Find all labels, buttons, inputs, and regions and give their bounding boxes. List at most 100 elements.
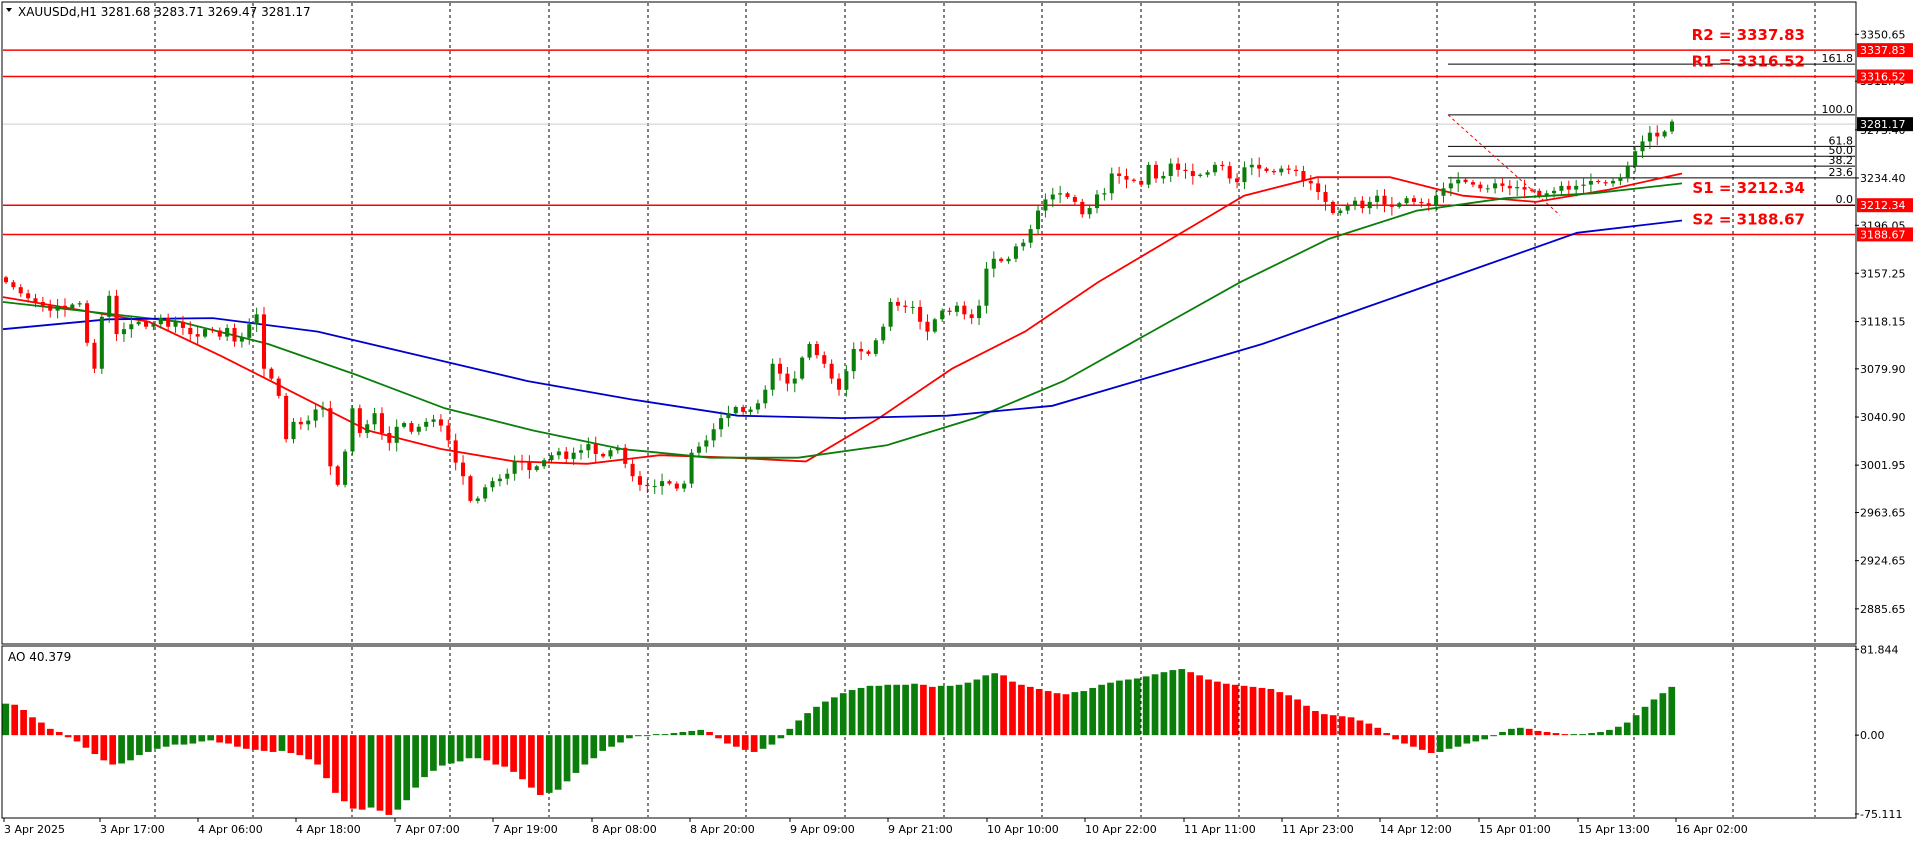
candle[interactable] xyxy=(682,480,687,493)
candle[interactable] xyxy=(1544,190,1549,200)
candle[interactable] xyxy=(298,417,303,430)
candle[interactable] xyxy=(1618,173,1623,186)
candle[interactable] xyxy=(512,455,517,481)
candle[interactable] xyxy=(107,290,112,323)
candle[interactable] xyxy=(387,426,392,451)
candle[interactable] xyxy=(225,324,230,341)
candle[interactable] xyxy=(814,341,819,359)
candle[interactable] xyxy=(343,449,348,488)
candle[interactable] xyxy=(652,479,657,494)
candle[interactable] xyxy=(1470,179,1475,188)
candle[interactable] xyxy=(239,332,244,348)
candle[interactable] xyxy=(977,299,982,325)
candle[interactable] xyxy=(1146,161,1151,189)
candle[interactable] xyxy=(991,251,996,278)
candle[interactable] xyxy=(770,358,775,396)
candle[interactable] xyxy=(77,301,82,308)
candle[interactable] xyxy=(306,415,311,431)
candle[interactable] xyxy=(1640,135,1645,159)
candle[interactable] xyxy=(1559,181,1564,196)
candle[interactable] xyxy=(461,455,466,485)
candle[interactable] xyxy=(1286,164,1291,175)
candle[interactable] xyxy=(1117,166,1122,184)
candle[interactable] xyxy=(969,309,974,325)
candle[interactable] xyxy=(1220,161,1225,171)
candle[interactable] xyxy=(1448,176,1453,197)
candle[interactable] xyxy=(48,299,53,318)
candle[interactable] xyxy=(962,301,967,320)
candle[interactable] xyxy=(1345,202,1350,215)
candle[interactable] xyxy=(1050,187,1055,208)
candle[interactable] xyxy=(121,322,126,342)
candle[interactable] xyxy=(203,327,208,339)
candle[interactable] xyxy=(136,320,141,326)
candle[interactable] xyxy=(62,298,68,317)
candle[interactable] xyxy=(1109,167,1114,201)
candle[interactable] xyxy=(114,289,119,342)
candle[interactable] xyxy=(564,447,569,465)
candle[interactable] xyxy=(1478,181,1483,192)
candle[interactable] xyxy=(1389,196,1394,216)
candle[interactable] xyxy=(836,373,842,396)
candle[interactable] xyxy=(416,423,421,436)
candle[interactable] xyxy=(844,365,849,397)
candle[interactable] xyxy=(490,477,495,492)
candle[interactable] xyxy=(1183,163,1188,179)
candle[interactable] xyxy=(1338,208,1343,216)
candle[interactable] xyxy=(1404,195,1409,206)
candle[interactable] xyxy=(33,293,38,308)
candle[interactable] xyxy=(741,404,746,415)
candle[interactable] xyxy=(851,342,856,379)
candle[interactable] xyxy=(1294,165,1299,177)
candle[interactable] xyxy=(1124,168,1129,189)
candle[interactable] xyxy=(549,452,554,464)
candle[interactable] xyxy=(1190,163,1195,185)
candle[interactable] xyxy=(1662,130,1667,139)
candle[interactable] xyxy=(1036,205,1041,236)
candle[interactable] xyxy=(217,327,222,341)
candle[interactable] xyxy=(777,357,783,381)
candle[interactable] xyxy=(1441,182,1446,203)
candle[interactable] xyxy=(785,366,790,392)
candle[interactable] xyxy=(925,314,930,341)
candle[interactable] xyxy=(1264,167,1269,173)
candle[interactable] xyxy=(1058,185,1063,204)
candle[interactable] xyxy=(807,341,812,361)
candle[interactable] xyxy=(99,312,104,374)
candle[interactable] xyxy=(505,468,510,485)
candle[interactable] xyxy=(888,298,893,332)
candle[interactable] xyxy=(571,447,576,465)
candle[interactable] xyxy=(55,299,60,319)
candle[interactable] xyxy=(873,338,878,357)
candle[interactable] xyxy=(534,464,539,472)
candle[interactable] xyxy=(1072,194,1077,205)
candle[interactable] xyxy=(284,392,289,443)
candle[interactable] xyxy=(711,423,716,448)
candle[interactable] xyxy=(999,257,1004,263)
candle[interactable] xyxy=(947,307,952,316)
candle[interactable] xyxy=(1507,179,1512,196)
candle[interactable] xyxy=(984,261,989,314)
candle[interactable] xyxy=(637,471,642,491)
candle[interactable] xyxy=(210,326,215,334)
candle[interactable] xyxy=(335,464,340,487)
candle[interactable] xyxy=(431,414,436,428)
candle[interactable] xyxy=(1397,201,1402,209)
candle[interactable] xyxy=(674,481,679,492)
candle[interactable] xyxy=(1500,178,1505,192)
candle[interactable] xyxy=(1434,190,1439,212)
candle[interactable] xyxy=(696,442,701,458)
candle[interactable] xyxy=(350,405,355,455)
candle[interactable] xyxy=(593,436,598,463)
candle[interactable] xyxy=(1625,161,1630,183)
candle[interactable] xyxy=(763,385,768,409)
candle[interactable] xyxy=(895,297,901,311)
candle[interactable] xyxy=(1131,178,1136,183)
fibonacci-retracement[interactable]: 161.8 100.0 61.850.038.223.6 0.0 xyxy=(1447,52,1855,216)
candle[interactable] xyxy=(645,478,650,494)
candle[interactable] xyxy=(26,289,31,303)
candle[interactable] xyxy=(1249,158,1254,176)
candle[interactable] xyxy=(394,419,399,452)
candle[interactable] xyxy=(166,313,171,332)
candle[interactable] xyxy=(1271,168,1276,175)
